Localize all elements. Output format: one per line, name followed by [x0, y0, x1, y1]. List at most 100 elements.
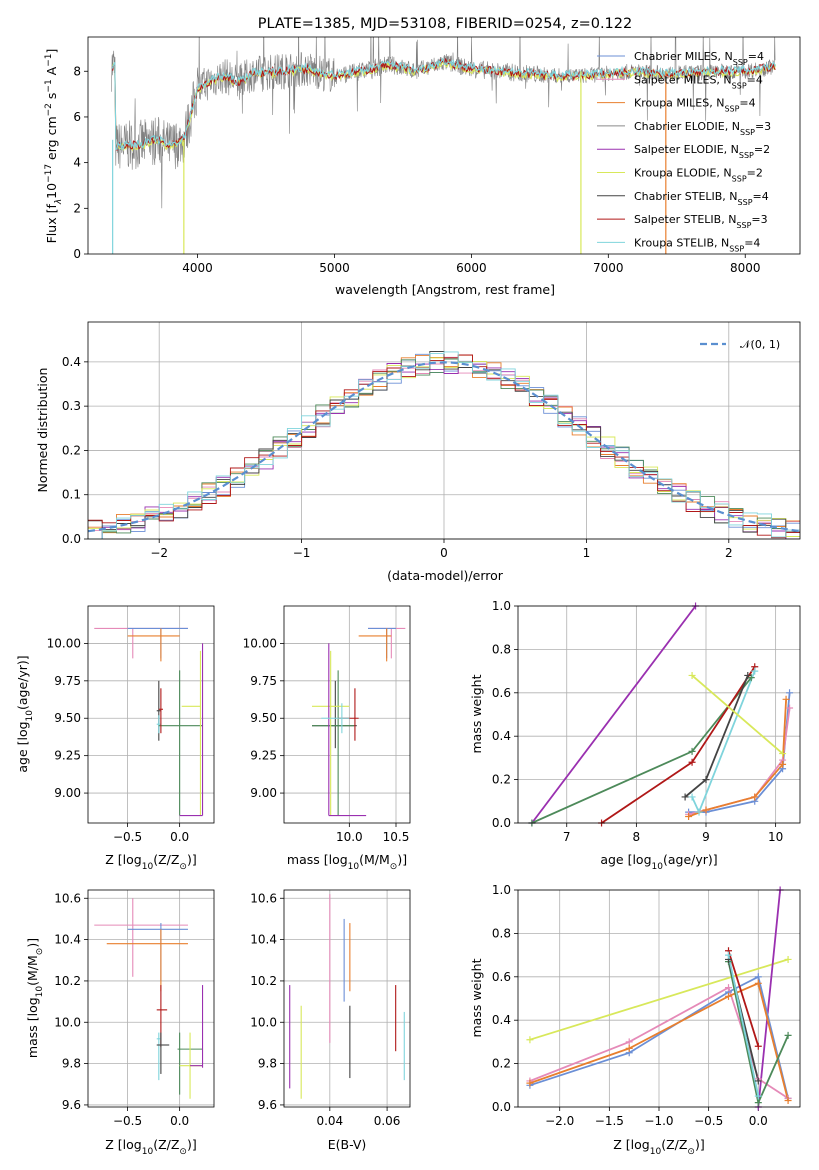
- age-vs-Z-xlabel-part: Z [log: [105, 852, 141, 867]
- weight-series-line: [691, 670, 756, 815]
- legend-label: Chabrier MILES, N: [634, 50, 733, 63]
- weight-point-marker: [754, 1077, 762, 1085]
- legend-entry: Chabrier ELODIE, NSSP=3: [634, 120, 771, 137]
- spectrum-xtick-label: 7000: [593, 261, 624, 275]
- age_vs_Z-ytick-label: 9.25: [54, 749, 81, 763]
- residuals-ylabel: Normed distribution: [35, 368, 50, 493]
- weight-point-marker: [744, 671, 752, 679]
- legend-entry: Chabrier STELIB, NSSP=4: [634, 190, 769, 207]
- weight-series-line: [531, 606, 697, 823]
- weight-point-marker: [754, 1042, 762, 1050]
- mass_weight_vs_age-plot-area: [531, 606, 791, 823]
- spectrum-ytick-label: 2: [73, 201, 81, 215]
- legend-label: Salpeter MILES, N: [634, 73, 732, 86]
- mass_vs_EBV-xtick-label: 0.04: [316, 1114, 343, 1128]
- weight-point-marker: [784, 1031, 792, 1039]
- mass-vs-Z-xlabel-part: ⊙: [179, 1147, 187, 1157]
- mass_weight_vs_Z-axes: −2.0 −1.5 −1.0 −0.5 0.0 0.0 0.2 0.4 0.6 0.8 1.0: [492, 883, 801, 1128]
- age_vs_mass-ytick-label: 10.00: [243, 636, 277, 650]
- legend-sub: SSP: [736, 221, 751, 230]
- age-vs-Z-ylabel: age [log10(age/yr)]: [15, 655, 35, 772]
- weight-vs-age-xlabel-part: 10: [652, 862, 664, 872]
- weight-point-marker: [695, 808, 703, 816]
- spectrum-ylabel-part: A: [44, 66, 59, 79]
- mass_weight_vs_Z-ytick-label: 0.0: [492, 1100, 511, 1114]
- weight-point-marker: [779, 760, 787, 768]
- mass-vs-Z-ylabel: mass [log10(M/M⊙)]: [25, 938, 45, 1058]
- normal-curve-line: [88, 361, 800, 533]
- legend-suffix: =2: [754, 143, 770, 156]
- mass_vs_Z-axes: −0.5 0.0 9.6 9.8 10.0 10.2 10.4 10.6: [54, 889, 215, 1128]
- legend-suffix: =4: [744, 236, 760, 249]
- mass_weight_vs_age-ytick-label: 0.4: [492, 729, 511, 743]
- weight-point-marker: [625, 1044, 633, 1052]
- mass_vs_Z-plot-area: [94, 898, 204, 1099]
- residuals-frame: [87, 321, 801, 540]
- spectrum-ylabel-part: −17: [44, 164, 54, 183]
- mass-vs-Z-ylabel-part: )]: [25, 938, 40, 948]
- age_vs_Z-xtick-label: −0.5: [113, 830, 142, 844]
- residuals-ytick-label: 0.4: [62, 355, 81, 369]
- weight-point-marker: [754, 973, 762, 981]
- legend-label: Salpeter STELIB, N: [634, 213, 736, 226]
- mass_vs_Z-ytick-label: 10.6: [54, 891, 81, 905]
- residuals-ytick-label: 0.1: [62, 488, 81, 502]
- weight-point-marker: [681, 793, 689, 801]
- spectrum-xtick-label: 6000: [456, 261, 487, 275]
- weight-vs-age-xlabel-part: (age/yr)]: [663, 852, 718, 867]
- weight-vs-age-xlabel: age [log10(age/yr)]: [600, 852, 717, 872]
- weight-point-marker: [754, 1099, 762, 1107]
- legend-entry: Salpeter MILES, NSSP=4: [634, 73, 763, 90]
- weight-point-marker: [688, 758, 696, 766]
- age_vs_Z-xtick-label: 0.0: [170, 830, 189, 844]
- spectrum-ytick-label: 8: [73, 64, 81, 78]
- mass_vs_EBV-ytick-label: 10.6: [250, 891, 277, 905]
- legend-suffix: =2: [747, 167, 763, 180]
- age-vs-mass-xlabel-part: ⊙: [390, 862, 398, 872]
- residuals-xtick-label: 1: [583, 546, 591, 560]
- mass_weight_vs_Z-xtick-label: −0.5: [694, 1114, 723, 1128]
- legend-entry: Salpeter STELIB, NSSP=3: [634, 213, 768, 230]
- weight-point-marker: [688, 793, 696, 801]
- mass-vs-Z-xlabel-part: )]: [187, 1137, 197, 1152]
- mass_weight_vs_age-ytick-label: 0.2: [492, 773, 511, 787]
- age_vs_mass-xtick-label: 10.5: [383, 830, 410, 844]
- mass-vs-Z-ylabel-part: (M/M: [25, 955, 40, 986]
- age-vs-mass-xlabel-part: 10: [348, 862, 360, 872]
- mass_weight_vs_age-xtick-label: 8: [633, 830, 641, 844]
- residuals-xlabel: (data-model)/error: [387, 568, 504, 583]
- mass_vs_Z-frame: [87, 889, 215, 1108]
- age-vs-Z-ylabel-part: (age/yr)]: [15, 655, 30, 710]
- legend-suffix: =4: [739, 97, 755, 110]
- spectrum-ylabel-part: −2: [44, 103, 54, 116]
- weight-point-marker: [702, 776, 710, 784]
- legend-suffix: =3: [755, 120, 771, 133]
- weight-point-marker: [688, 671, 696, 679]
- mass_vs_EBV-ytick-label: 10.0: [250, 1015, 277, 1029]
- mass-vs-Z-xlabel-part: 10: [142, 1147, 154, 1157]
- mass_weight_vs_Z-xtick-label: 0.0: [749, 1114, 768, 1128]
- weight-point-marker: [526, 1036, 534, 1044]
- spectrum-frame: [87, 36, 801, 255]
- age_vs_mass-ytick-label: 9.50: [250, 711, 277, 725]
- mass_weight_vs_age-frame: [517, 605, 801, 824]
- legend-suffix: =4: [747, 73, 763, 86]
- weight-vs-Z-xlabel-part: (Z/Z: [661, 1137, 687, 1152]
- mass_vs_EBV-axes: 0.04 0.06 9.6 9.8 10.0 10.2 10.4 10.6: [250, 889, 411, 1128]
- weight-point-marker: [754, 979, 762, 987]
- mass_vs_EBV-ytick-label: 9.6: [258, 1098, 277, 1112]
- spectrum-ylabel-part: −1: [44, 54, 54, 67]
- mass_vs_EBV-ytick-label: 9.8: [258, 1057, 277, 1071]
- spectrum-ylabel-part: −1: [44, 79, 54, 92]
- spectrum-ylabel-part: s: [44, 93, 59, 104]
- spectrum-ylabel-part: Flux [f: [44, 204, 59, 244]
- legend-entry: Chabrier MILES, NSSP=4: [634, 50, 764, 67]
- age_vs_Z-axes: −0.5 0.0 9.00 9.25 9.50 9.75 10.00: [47, 605, 215, 844]
- age-vs-Z-xlabel-part: 10: [142, 862, 154, 872]
- age_vs_Z-ytick-label: 9.75: [54, 674, 81, 688]
- mass_vs_Z-xtick-label: −0.5: [113, 1114, 142, 1128]
- spectrum-xtick-label: 8000: [730, 261, 761, 275]
- age-vs-Z-xlabel-part: )]: [187, 852, 197, 867]
- mass_vs_Z-ytick-label: 10.4: [54, 933, 81, 947]
